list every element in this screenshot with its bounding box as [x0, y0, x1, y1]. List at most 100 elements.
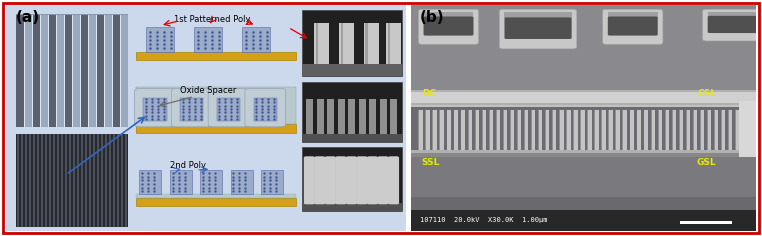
FancyBboxPatch shape — [367, 156, 378, 204]
Text: SSL: SSL — [422, 158, 440, 167]
Bar — [136, 194, 296, 198]
Bar — [517, 110, 518, 150]
Bar — [136, 198, 296, 206]
Bar — [302, 134, 402, 142]
Bar — [114, 134, 115, 227]
Bar — [566, 110, 571, 150]
Bar — [496, 110, 500, 150]
Bar — [365, 23, 368, 64]
FancyBboxPatch shape — [335, 156, 347, 204]
Bar — [121, 134, 123, 227]
Bar — [79, 14, 81, 127]
Bar — [686, 110, 687, 150]
Bar — [707, 110, 712, 150]
Bar — [672, 110, 673, 150]
Bar — [411, 153, 756, 157]
FancyBboxPatch shape — [325, 156, 336, 204]
Bar — [517, 110, 521, 150]
Bar — [538, 110, 543, 150]
Bar — [594, 110, 595, 150]
Bar — [708, 12, 757, 18]
Bar — [32, 14, 40, 127]
Bar — [73, 134, 75, 227]
Bar — [453, 110, 458, 150]
Bar — [18, 134, 19, 227]
Bar — [552, 110, 556, 150]
Text: CSL: CSL — [697, 88, 716, 98]
Bar — [738, 101, 756, 156]
Bar — [488, 110, 490, 150]
Bar — [524, 110, 525, 150]
Bar — [411, 5, 756, 91]
Bar — [317, 99, 324, 134]
Bar — [629, 110, 630, 150]
Bar — [170, 170, 192, 194]
FancyBboxPatch shape — [504, 17, 572, 39]
Bar — [16, 14, 128, 15]
Bar — [302, 82, 402, 142]
Bar — [447, 110, 451, 150]
Bar — [468, 110, 469, 150]
Bar — [261, 170, 283, 194]
Bar — [339, 23, 354, 64]
Bar — [433, 110, 434, 150]
Bar — [105, 134, 107, 227]
Bar — [700, 110, 701, 150]
Bar — [601, 110, 602, 150]
Bar — [25, 134, 27, 227]
Bar — [608, 110, 613, 150]
FancyBboxPatch shape — [346, 156, 357, 204]
Bar — [488, 110, 493, 150]
Bar — [302, 203, 402, 211]
Bar — [680, 221, 732, 224]
Bar — [40, 14, 48, 127]
Text: 2nd Poly: 2nd Poly — [170, 161, 206, 170]
Bar — [679, 110, 680, 150]
Bar — [315, 23, 319, 64]
Bar — [664, 110, 669, 150]
FancyBboxPatch shape — [314, 156, 325, 204]
Bar — [601, 110, 606, 150]
Bar — [664, 110, 665, 150]
Bar — [72, 14, 80, 127]
Bar — [629, 110, 634, 150]
FancyBboxPatch shape — [708, 16, 757, 33]
Bar — [37, 134, 39, 227]
Bar — [658, 110, 662, 150]
FancyBboxPatch shape — [608, 17, 658, 36]
FancyBboxPatch shape — [245, 88, 286, 127]
Bar — [85, 134, 87, 227]
Bar — [302, 148, 402, 211]
Bar — [552, 110, 553, 150]
FancyBboxPatch shape — [304, 156, 315, 204]
Bar — [82, 134, 83, 227]
Bar — [302, 10, 402, 76]
Bar — [96, 14, 104, 127]
FancyBboxPatch shape — [388, 156, 399, 204]
Bar — [433, 110, 437, 150]
Bar — [672, 110, 676, 150]
Bar — [616, 110, 620, 150]
Bar — [460, 110, 462, 150]
Bar — [388, 23, 390, 64]
Bar — [56, 14, 64, 127]
FancyBboxPatch shape — [208, 88, 249, 127]
Bar — [418, 110, 423, 150]
FancyBboxPatch shape — [418, 9, 479, 44]
Bar — [580, 110, 581, 150]
Bar — [302, 64, 402, 76]
Bar — [714, 110, 719, 150]
Bar — [95, 14, 97, 127]
Bar — [594, 110, 599, 150]
Bar — [468, 110, 472, 150]
Bar — [531, 110, 532, 150]
Bar — [16, 134, 128, 227]
Bar — [34, 134, 35, 227]
Bar — [411, 105, 756, 151]
Bar — [686, 110, 690, 150]
Bar — [136, 124, 296, 133]
Bar — [510, 110, 511, 150]
Bar — [411, 197, 756, 210]
Bar — [24, 14, 32, 127]
Text: (b): (b) — [420, 10, 445, 25]
